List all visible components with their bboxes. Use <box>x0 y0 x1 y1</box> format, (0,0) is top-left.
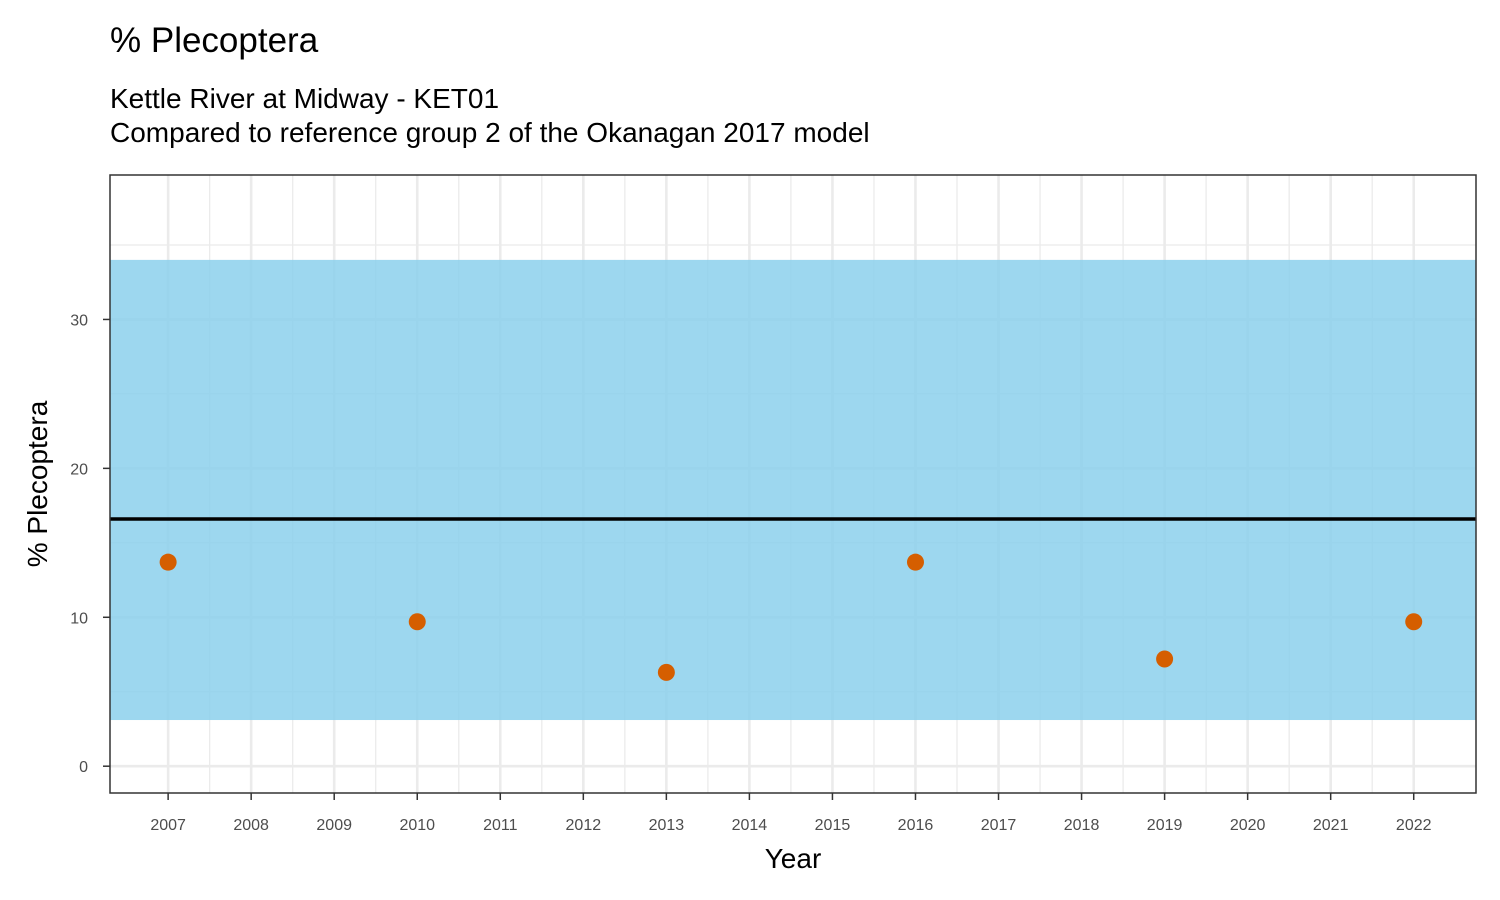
x-tick-label: 2014 <box>732 817 768 834</box>
x-tick-label: 2011 <box>483 817 518 834</box>
x-tick-label: 2008 <box>233 817 269 834</box>
y-tick-label: 10 <box>70 610 88 627</box>
data-point <box>1156 650 1174 668</box>
x-tick-label: 2021 <box>1313 817 1349 834</box>
x-tick-label: 2016 <box>898 817 934 834</box>
x-tick-label: 2007 <box>150 817 186 834</box>
data-point <box>408 613 426 631</box>
data-point <box>1405 613 1423 631</box>
x-tick-label: 2013 <box>649 817 685 834</box>
chart-subtitle-line-2: Compared to reference group 2 of the Oka… <box>110 117 870 148</box>
x-tick-label: 2010 <box>399 817 435 834</box>
data-point <box>159 553 177 571</box>
y-tick-label: 30 <box>70 312 88 329</box>
x-tick-label: 2012 <box>566 817 602 834</box>
chart-subtitle-line-1: Kettle River at Midway - KET01 <box>110 83 499 114</box>
reference-band <box>110 259 1476 721</box>
y-axis-title: % Plecoptera <box>22 400 53 567</box>
data-point <box>906 553 924 571</box>
x-tick-label: 2019 <box>1147 817 1183 834</box>
x-tick-label: 2015 <box>815 817 851 834</box>
x-tick-label: 2022 <box>1396 817 1432 834</box>
y-tick-label: 20 <box>70 461 88 478</box>
plot-area: 2007 2008 2009 2010 2011 2012 2013 2014 2015 2016… <box>70 174 1477 834</box>
x-tick-label: 2017 <box>981 817 1017 834</box>
x-tick-label: 2009 <box>316 817 352 834</box>
panel-border <box>109 174 1477 794</box>
x-axis-title: Year <box>765 843 822 874</box>
y-tick-label: 0 <box>79 759 88 776</box>
x-tick-label: 2020 <box>1230 817 1266 834</box>
data-point <box>657 663 675 681</box>
x-tick-label: 2018 <box>1064 817 1100 834</box>
chart-title: % Plecoptera <box>110 21 319 60</box>
